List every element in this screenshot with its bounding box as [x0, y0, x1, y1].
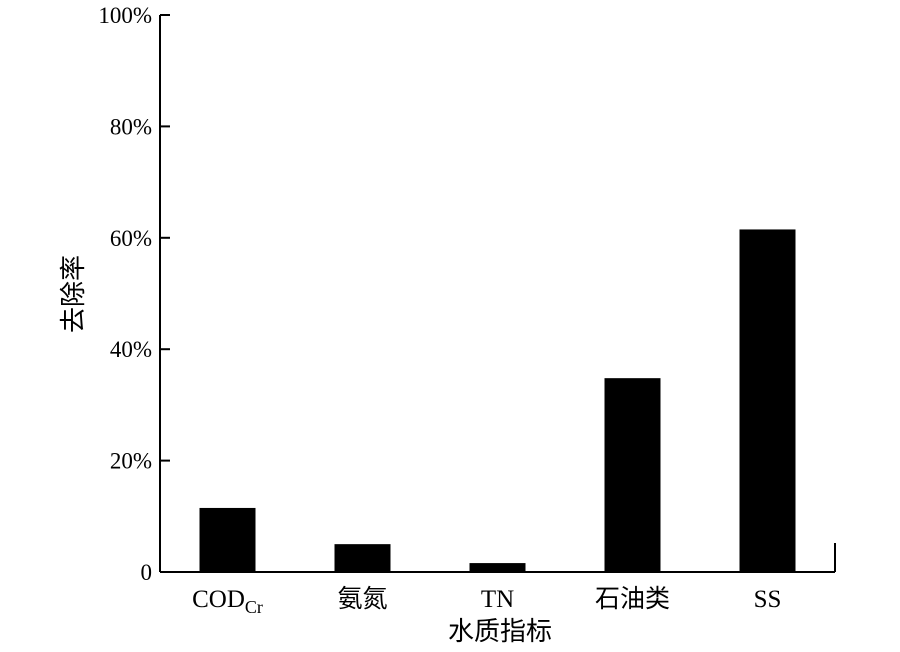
x-category-label: 石油类	[595, 585, 670, 613]
y-tick-label: 40%	[110, 337, 152, 362]
bar	[469, 563, 526, 572]
y-tick-label: 100%	[98, 3, 152, 28]
y-tick-label: 0	[141, 560, 153, 585]
axes	[159, 15, 836, 573]
x-axis-category-labels: CODCr 氨氮 TN 石油类 SS	[192, 585, 781, 617]
bar	[334, 544, 391, 572]
y-tick-label: 20%	[110, 449, 152, 474]
y-axis-ticks: 0 20% 40% 60% 80% 100%	[98, 3, 170, 585]
x-category-label: CODCr	[192, 586, 263, 617]
bar	[199, 507, 256, 572]
bar	[739, 229, 796, 572]
y-tick-label: 60%	[110, 226, 152, 251]
bar	[604, 378, 661, 572]
x-category-label: SS	[754, 586, 782, 613]
y-tick-label: 80%	[110, 114, 152, 139]
bars	[199, 229, 796, 572]
y-axis-title: 去除率	[59, 255, 88, 333]
x-category-label: TN	[481, 586, 514, 613]
x-category-label: 氨氮	[337, 585, 387, 613]
x-axis-title: 水质指标	[448, 617, 552, 646]
